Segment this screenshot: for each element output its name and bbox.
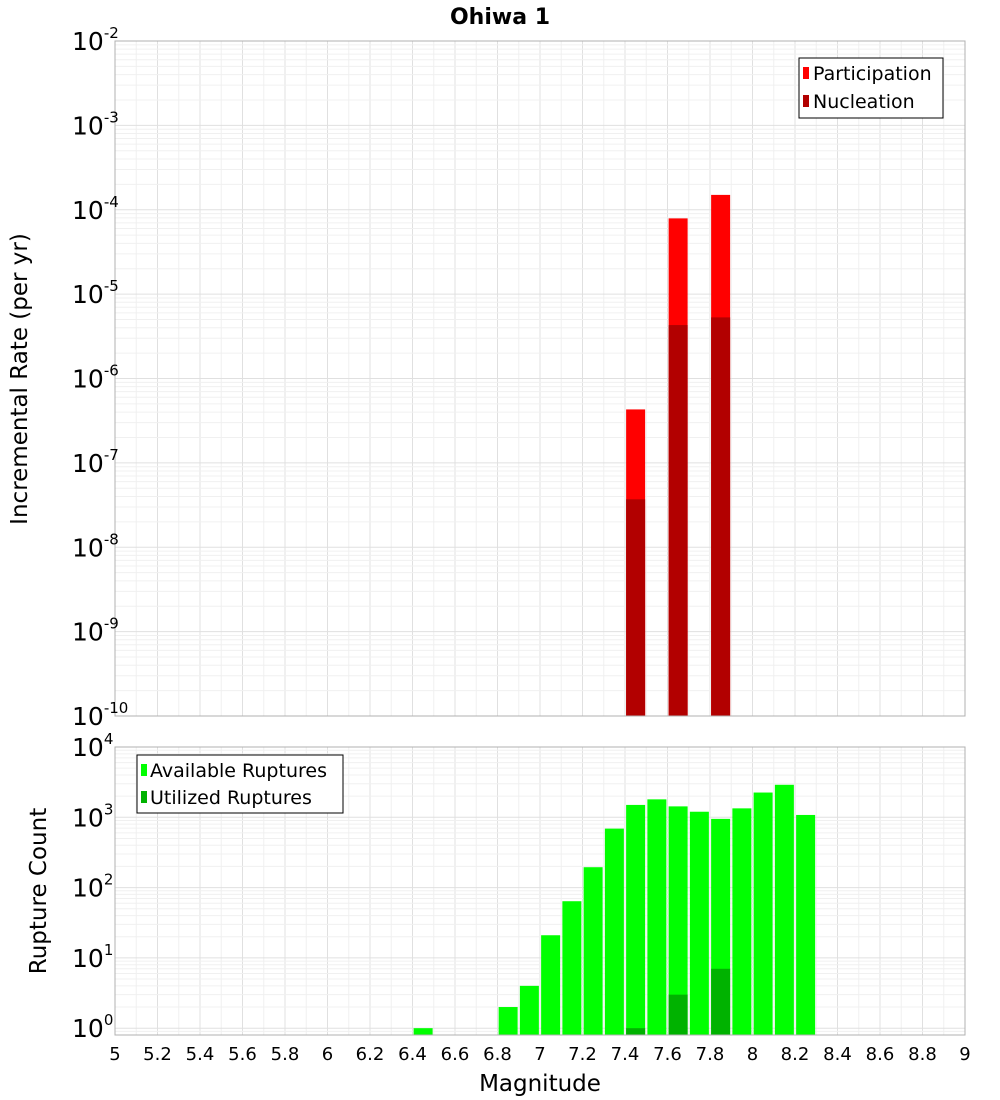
y-tick-label: 10-6	[72, 362, 119, 394]
nucleation-bar	[711, 317, 731, 716]
available-ruptures-bar	[796, 814, 816, 1035]
y-tick-label: 10-8	[72, 530, 119, 562]
top-legend: Participation Nucleation	[798, 57, 944, 119]
y-tick-label: 10-5	[72, 277, 119, 309]
top-y-ticks: 10-2 10-3 10-4 10-5 10-6 10-7 10-8 10-9 10-10	[72, 24, 128, 731]
x-tick-label: 5.4	[186, 1044, 215, 1065]
legend-swatch-utilized	[141, 791, 147, 803]
top-grid	[114, 40, 966, 717]
x-tick-label: 8	[747, 1044, 758, 1065]
y-tick-label: 10-2	[72, 24, 119, 56]
y-tick-label: 10-9	[72, 615, 119, 647]
y-tick-label: 10-10	[72, 699, 128, 731]
x-tick-label: 9	[959, 1044, 970, 1065]
x-tick-label: 8.8	[908, 1044, 937, 1065]
available-ruptures-bar	[562, 901, 582, 1035]
x-tick-label: 7.4	[611, 1044, 640, 1065]
available-ruptures-bar	[689, 811, 709, 1035]
bottom-plot-frame	[114, 746, 966, 1036]
utilized-ruptures-bar	[668, 994, 688, 1035]
x-tick-label: 6.8	[483, 1044, 512, 1065]
x-axis-label: Magnitude	[479, 1071, 601, 1097]
available-ruptures-bar	[413, 1028, 433, 1035]
available-ruptures-bar	[498, 1007, 518, 1035]
x-tick-label: 7.8	[696, 1044, 725, 1065]
y-tick-label: 104	[72, 730, 113, 762]
chart-title: Ohiwa 1	[450, 5, 550, 30]
bottom-legend: Available Ruptures Utilized Ruptures	[136, 754, 344, 814]
x-tick-label: 7.2	[568, 1044, 597, 1065]
y-tick-label: 102	[72, 871, 113, 903]
available-ruptures-bar	[647, 799, 667, 1035]
available-ruptures-bar	[604, 828, 624, 1035]
available-ruptures-bar	[583, 867, 603, 1035]
available-ruptures-bar	[519, 985, 539, 1035]
x-tick-label: 8.2	[781, 1044, 810, 1065]
y-tick-label: 10-4	[72, 193, 119, 225]
bottom-bars	[413, 784, 816, 1035]
y-tick-label: 101	[72, 941, 113, 973]
y-tick-label: 103	[72, 800, 113, 832]
legend-label-utilized: Utilized Ruptures	[150, 787, 312, 809]
utilized-ruptures-bar	[711, 968, 731, 1035]
available-ruptures-bar	[753, 792, 773, 1035]
y-tick-label: 100	[72, 1011, 113, 1043]
available-ruptures-bar	[774, 784, 794, 1035]
utilized-ruptures-bar	[626, 1028, 646, 1035]
x-tick-label: 5.8	[271, 1044, 300, 1065]
legend-label-available: Available Ruptures	[150, 760, 327, 782]
bottom-legend-box	[136, 754, 344, 814]
legend-label-nucleation: Nucleation	[813, 91, 915, 113]
x-axis-ticks: 5 5.2 5.4 5.6 5.8 6 6.2 6.4 6.6 6.8 7 7.2 7.4 7.6 7.8 8…	[109, 1044, 970, 1065]
x-tick-label: 7.6	[653, 1044, 682, 1065]
top-legend-box	[798, 57, 944, 119]
nucleation-bar	[668, 325, 688, 716]
y-tick-label: 10-3	[72, 108, 119, 140]
x-tick-label: 6.6	[441, 1044, 470, 1065]
nucleation-bar	[626, 499, 646, 716]
x-tick-label: 8.4	[823, 1044, 852, 1065]
x-tick-label: 5	[109, 1044, 120, 1065]
top-bars	[626, 194, 731, 717]
available-ruptures-bar	[626, 804, 646, 1035]
available-ruptures-bar	[541, 935, 561, 1035]
x-tick-label: 8.6	[866, 1044, 895, 1065]
x-tick-label: 5.6	[228, 1044, 257, 1065]
x-tick-label: 6.4	[398, 1044, 427, 1065]
legend-label-participation: Participation	[813, 63, 932, 85]
top-plot-frame	[114, 40, 966, 717]
x-tick-label: 7	[534, 1044, 545, 1065]
bottom-y-ticks: 104 103 102 101 100	[72, 730, 113, 1043]
available-ruptures-bar	[668, 806, 688, 1035]
legend-swatch-participation	[803, 67, 809, 79]
x-tick-label: 6	[322, 1044, 333, 1065]
y-tick-label: 10-7	[72, 446, 119, 478]
bottom-y-axis-label: Rupture Count	[26, 808, 52, 974]
x-tick-label: 5.2	[143, 1044, 172, 1065]
available-ruptures-bar	[732, 808, 752, 1035]
legend-swatch-nucleation	[803, 95, 809, 107]
top-y-axis-label: Incremental Rate (per yr)	[7, 233, 33, 525]
legend-swatch-available	[141, 764, 147, 776]
x-tick-label: 6.2	[356, 1044, 385, 1065]
